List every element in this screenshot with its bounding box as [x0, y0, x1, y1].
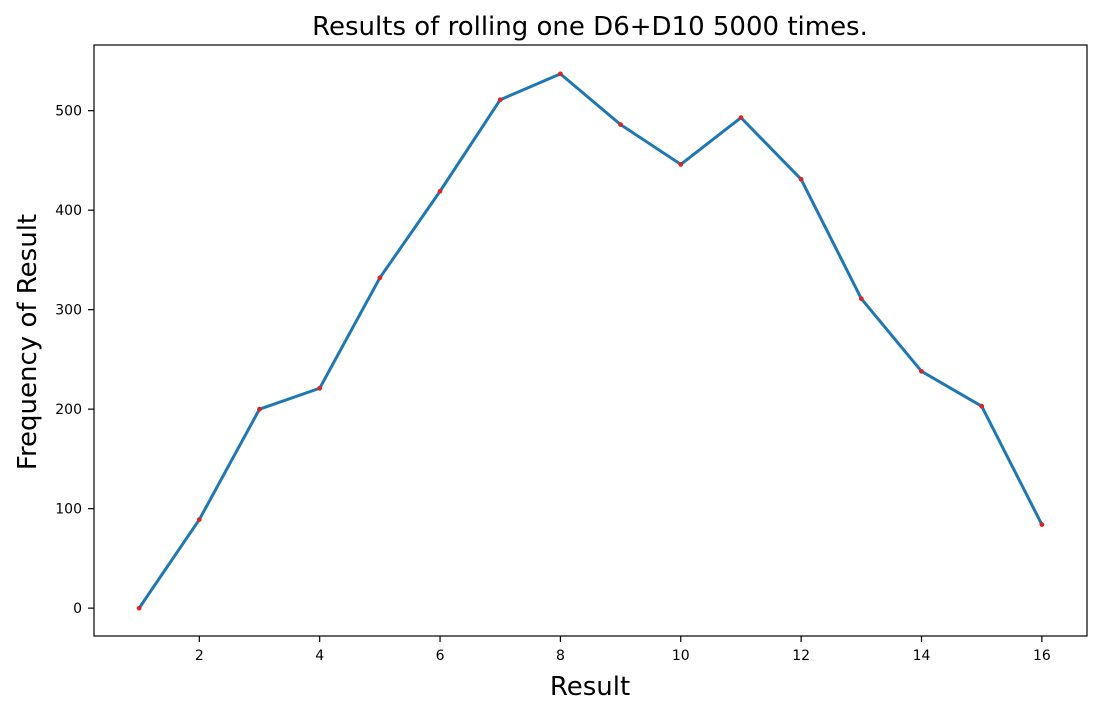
data-point	[558, 71, 563, 77]
data-point	[317, 385, 323, 391]
x-tick-label: 2	[195, 648, 204, 664]
x-tick-label: 8	[556, 648, 565, 664]
data-point	[437, 188, 443, 194]
y-ticks: 0 100 200 300 400 500	[55, 104, 94, 617]
x-tick-label: 12	[792, 648, 810, 664]
data-point	[497, 97, 503, 103]
axes-group	[93, 44, 1088, 637]
x-tick-label: 4	[315, 648, 324, 664]
data-point	[1039, 522, 1045, 527]
data-point	[678, 161, 684, 167]
data-point	[798, 176, 804, 182]
chart-title: Results of rolling one D6+D10 5000 times…	[312, 12, 868, 42]
data-point	[257, 406, 262, 412]
series-group	[136, 71, 1045, 611]
data-point	[858, 296, 864, 302]
data-point	[196, 517, 202, 522]
data-point	[919, 368, 924, 374]
x-tick-label: 16	[1033, 648, 1051, 664]
y-tick-label: 300	[55, 303, 82, 319]
y-tick-label: 100	[55, 502, 82, 518]
y-tick-label: 200	[55, 402, 82, 418]
data-point	[738, 115, 744, 121]
x-tick-label: 10	[672, 648, 690, 664]
x-ticks: 2 4 6 8 10 12 14 16	[195, 636, 1051, 664]
series-line	[137, 72, 1044, 610]
plot-frame	[93, 44, 1088, 637]
data-point	[377, 275, 383, 281]
y-tick-label: 500	[55, 104, 82, 120]
y-axis-label: Frequency of Result	[13, 214, 43, 470]
y-tick-label: 0	[73, 601, 82, 617]
x-tick-label: 6	[436, 648, 445, 664]
data-point	[136, 605, 142, 611]
data-point	[618, 122, 623, 127]
x-tick-label: 14	[913, 648, 931, 664]
x-axis-label: Result	[550, 672, 630, 702]
y-tick-label: 400	[55, 203, 82, 219]
data-point	[979, 403, 985, 409]
